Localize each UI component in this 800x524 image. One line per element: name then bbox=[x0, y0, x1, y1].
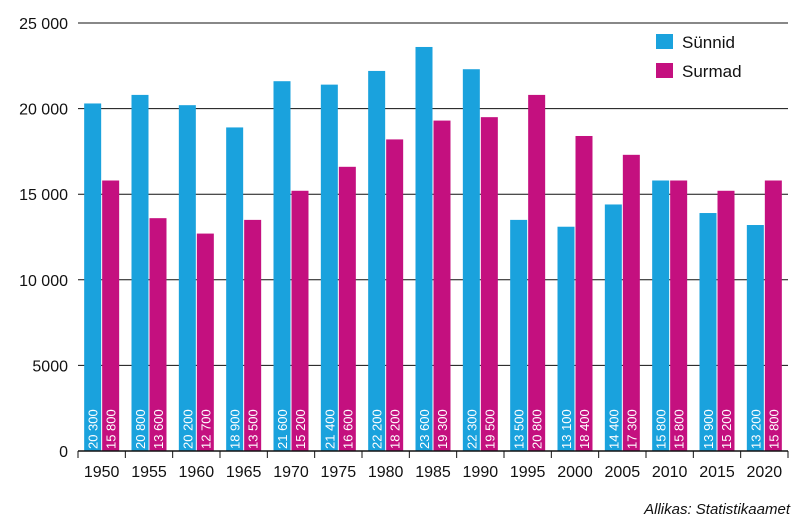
bar-value-label: 15 800 bbox=[654, 409, 669, 449]
bar-surmad-1950 bbox=[102, 180, 120, 451]
x-tick-label: 1985 bbox=[415, 464, 451, 481]
bar-sunnid-1960 bbox=[178, 105, 196, 452]
bar-value-label: 20 800 bbox=[133, 409, 148, 449]
y-tick-label: 20 000 bbox=[19, 102, 68, 119]
bar-value-label: 16 600 bbox=[340, 409, 355, 449]
bar-value-label: 15 800 bbox=[766, 409, 781, 449]
bar-value-label: 15 200 bbox=[719, 409, 734, 449]
bar-value-label: 21 600 bbox=[275, 409, 290, 449]
bar-surmad-2015 bbox=[717, 190, 735, 451]
x-tick-label: 1955 bbox=[131, 464, 167, 481]
bar-surmad-1955 bbox=[149, 218, 167, 451]
x-axis: 1950 1955 1960 1965 1970 1975 1980 1985 1990 1995… bbox=[77, 450, 789, 481]
x-tick-label: 2020 bbox=[747, 464, 783, 481]
bar-value-label: 13 600 bbox=[151, 409, 166, 449]
bar-value-label: 13 200 bbox=[748, 409, 763, 449]
bar-surmad-1960 bbox=[196, 233, 214, 451]
bar-surmad-1985 bbox=[433, 120, 451, 452]
x-tick-label: 1990 bbox=[463, 464, 499, 481]
x-tick-label: 1970 bbox=[273, 464, 309, 481]
bar-value-labels: 20 300 15 800 20 800 13 600 20 200 12 700 18 9… bbox=[86, 409, 782, 449]
legend-label: Surmad bbox=[682, 62, 742, 81]
bar-sunnid-2020 bbox=[746, 225, 764, 451]
bar-surmad-1995 bbox=[528, 94, 546, 452]
bar-sunnid-2010 bbox=[652, 180, 670, 451]
x-tick-label: 2005 bbox=[605, 464, 641, 481]
bar-sunnid-1985 bbox=[415, 46, 433, 452]
bar-sunnid-1980 bbox=[368, 70, 386, 451]
bar-surmad-2010 bbox=[670, 180, 688, 451]
bar-value-label: 19 500 bbox=[482, 409, 497, 449]
bar-surmad-1980 bbox=[386, 139, 404, 451]
x-tick-label: 2015 bbox=[699, 464, 735, 481]
bar-value-label: 12 700 bbox=[198, 409, 213, 449]
bar-sunnid-1955 bbox=[131, 94, 149, 452]
x-tick-label: 1960 bbox=[179, 464, 215, 481]
bar-surmad-1965 bbox=[244, 219, 262, 451]
bar-surmad-1990 bbox=[480, 117, 498, 451]
bar-sunnid-2005 bbox=[604, 204, 622, 451]
y-tick-label: 5000 bbox=[32, 358, 68, 375]
x-tick-label: 1950 bbox=[84, 464, 120, 481]
bar-sunnid-1950 bbox=[84, 103, 102, 452]
bar-value-label: 20 800 bbox=[530, 409, 545, 449]
bar-value-label: 13 100 bbox=[559, 409, 574, 449]
bar-sunnid-1965 bbox=[226, 127, 244, 451]
bar-value-label: 15 800 bbox=[104, 409, 119, 449]
bar-value-label: 13 500 bbox=[246, 409, 261, 449]
bar-surmad-2000 bbox=[575, 135, 593, 451]
bar-value-label: 17 300 bbox=[624, 409, 639, 449]
bar-sunnid-1975 bbox=[320, 84, 338, 451]
bar-surmad-2005 bbox=[622, 154, 640, 451]
bar-value-label: 15 200 bbox=[293, 409, 308, 449]
legend-swatch bbox=[656, 34, 673, 49]
y-tick-label: 25 000 bbox=[19, 16, 68, 33]
bar-value-label: 18 200 bbox=[388, 409, 403, 449]
x-tick-label: 1980 bbox=[368, 464, 404, 481]
bar-surmad-1970 bbox=[291, 190, 309, 451]
bar-sunnid-1995 bbox=[510, 219, 528, 451]
bar-value-label: 13 900 bbox=[701, 409, 716, 449]
bar-value-label: 15 800 bbox=[672, 409, 687, 449]
y-tick-label: 10 000 bbox=[19, 273, 68, 290]
legend-label: Sünnid bbox=[682, 33, 735, 52]
bar-value-label: 13 500 bbox=[512, 409, 527, 449]
bar-value-label: 21 400 bbox=[322, 409, 337, 449]
legend-swatch bbox=[656, 63, 673, 78]
bar-sunnid-1990 bbox=[462, 69, 480, 451]
bar-sunnid-1970 bbox=[273, 81, 291, 451]
bar-sunnid-2000 bbox=[557, 226, 575, 451]
x-tick-label: 1965 bbox=[226, 464, 262, 481]
x-tick-label: 1995 bbox=[510, 464, 546, 481]
bar-value-label: 22 300 bbox=[464, 409, 479, 449]
bar-value-label: 19 300 bbox=[435, 409, 450, 449]
bar-surmad-2020 bbox=[764, 180, 782, 451]
grid-lines bbox=[78, 22, 788, 366]
bar-value-label: 23 600 bbox=[417, 409, 432, 449]
bar-value-label: 18 900 bbox=[228, 409, 243, 449]
y-tick-label: 0 bbox=[59, 444, 68, 461]
bars bbox=[84, 46, 782, 452]
x-tick-label: 1975 bbox=[321, 464, 357, 481]
bar-value-label: 14 400 bbox=[606, 409, 621, 449]
bar-value-label: 20 300 bbox=[86, 409, 101, 449]
bar-value-label: 22 200 bbox=[370, 409, 385, 449]
bar-surmad-1975 bbox=[338, 166, 356, 452]
bar-value-label: 18 400 bbox=[577, 409, 592, 449]
x-tick-label: 2010 bbox=[652, 464, 688, 481]
legend: Sünnid Surmad bbox=[648, 28, 780, 106]
bar-value-label: 20 200 bbox=[180, 409, 195, 449]
y-tick-label: 15 000 bbox=[19, 187, 68, 204]
source-note: Allikas: Statistikaamet bbox=[643, 501, 791, 518]
y-axis-tick-labels: 0 5000 10 000 15 000 20 000 25 000 bbox=[19, 16, 68, 461]
x-tick-label: 2000 bbox=[557, 464, 593, 481]
bar-sunnid-2015 bbox=[699, 213, 717, 451]
